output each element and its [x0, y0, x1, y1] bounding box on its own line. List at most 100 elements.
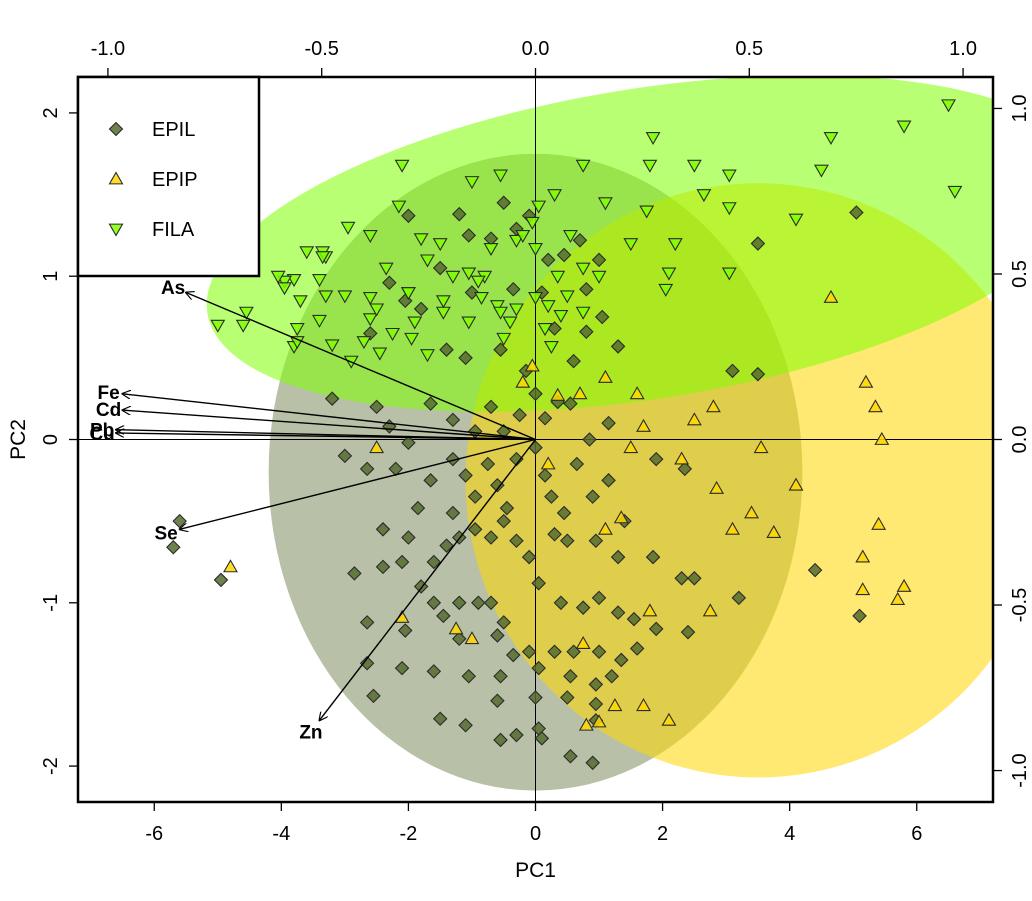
data-point-fila [623, 238, 639, 252]
data-point-fila [318, 290, 334, 304]
data-point-epil [363, 326, 378, 341]
data-point-epil [458, 350, 473, 366]
data-point-epil [359, 655, 375, 671]
data-point-fila [639, 205, 655, 219]
data-point-epil [426, 554, 442, 570]
data-point-fila [543, 341, 559, 355]
data-point-epip [550, 387, 566, 401]
data-point-epil [397, 293, 413, 308]
data-point-epil [213, 572, 229, 588]
data-point-fila [432, 238, 448, 252]
legend-marker-epil [108, 121, 124, 137]
data-point-fila [667, 238, 683, 252]
data-point-fila [420, 254, 435, 268]
data-point-epil [483, 595, 499, 611]
data-point-fila [553, 309, 569, 324]
data-point-fila [591, 270, 607, 284]
data-point-epil [540, 252, 556, 268]
data-point-fila [404, 332, 420, 346]
data-point-fila [508, 234, 524, 248]
data-point-epip [858, 374, 874, 388]
data-point-epil [648, 451, 664, 467]
data-point-epil [467, 522, 483, 537]
data-point-epip [540, 456, 556, 470]
data-point-epil [614, 652, 629, 668]
data-point-epil [537, 468, 553, 483]
data-point-fila [340, 221, 356, 235]
data-point-fila [324, 339, 340, 353]
loading-label-fe: Fe [97, 383, 119, 404]
data-point-epil [531, 721, 546, 736]
right-tick-label: -0.5 [1009, 588, 1031, 622]
data-point-epil [490, 693, 505, 709]
data-point-epil [528, 690, 543, 705]
data-point-fila [464, 176, 480, 190]
data-point-fila [210, 319, 226, 333]
data-point-fila [235, 319, 251, 333]
data-point-fila [696, 189, 712, 203]
data-point-epil [585, 489, 600, 504]
data-point-epil [337, 448, 353, 464]
data-point-epil [499, 500, 515, 516]
data-point-epil [594, 309, 610, 325]
data-point-epil [401, 530, 416, 545]
data-point-fila [788, 213, 804, 227]
data-point-fila [537, 323, 553, 337]
data-point-epil [588, 696, 604, 712]
data-point-epil [750, 366, 766, 382]
data-point-epil [725, 363, 740, 379]
data-point-epil [852, 608, 867, 624]
legend-marker-fila [108, 223, 124, 237]
data-point-fila [312, 274, 327, 288]
legend-marker-epip [108, 171, 124, 185]
data-point-epil [451, 595, 467, 611]
loading-arrow-fe [122, 394, 536, 441]
data-point-epil [544, 489, 559, 504]
loading-label-cu: Cu [89, 424, 114, 445]
loading-arrow-se [180, 438, 536, 530]
y-tick-label: 0 [40, 434, 62, 445]
data-point-epil [397, 623, 413, 638]
data-point-epip [613, 510, 629, 524]
data-point-epil [436, 608, 451, 624]
x-tick-label: -6 [145, 823, 163, 845]
data-point-epil [496, 513, 512, 529]
data-point-epil [464, 285, 480, 300]
data-point-epil [432, 260, 448, 276]
data-point-fila [493, 306, 508, 320]
data-point-fila [270, 270, 286, 284]
data-point-epil [531, 660, 546, 676]
y-tick-label: 1 [40, 271, 62, 282]
data-point-fila [721, 202, 737, 216]
data-point-epil [537, 410, 553, 426]
data-point-epil [359, 615, 375, 630]
data-point-epil [471, 595, 486, 611]
data-point-epip [448, 621, 464, 635]
data-point-epil [579, 324, 594, 340]
data-point-epil [439, 342, 454, 357]
data-point-fila [489, 300, 505, 314]
data-point-epil [680, 624, 696, 640]
data-point-fila [378, 262, 394, 276]
data-point-epip [223, 559, 238, 573]
data-point-epip [868, 399, 883, 413]
data-point-epil [493, 342, 508, 357]
data-point-epil [426, 664, 442, 679]
data-point-epil [413, 301, 429, 317]
x-tick-label: 2 [657, 823, 668, 845]
data-point-epip [686, 412, 702, 426]
data-point-fila [391, 200, 407, 214]
legend-box [76, 75, 261, 278]
loading-label-as: As [161, 278, 185, 299]
data-point-fila [508, 303, 524, 317]
data-point-fila [400, 287, 416, 301]
data-point-epil [559, 690, 575, 705]
data-point-epip [674, 451, 690, 465]
data-point-epil [496, 615, 512, 630]
right-tick-label: 1.0 [1009, 95, 1031, 123]
loading-arrow-as [186, 293, 536, 441]
data-point-fila [385, 327, 400, 341]
data-point-epil [512, 407, 527, 423]
right-tick-label: 0.5 [1009, 260, 1031, 288]
data-point-epip [591, 714, 607, 728]
